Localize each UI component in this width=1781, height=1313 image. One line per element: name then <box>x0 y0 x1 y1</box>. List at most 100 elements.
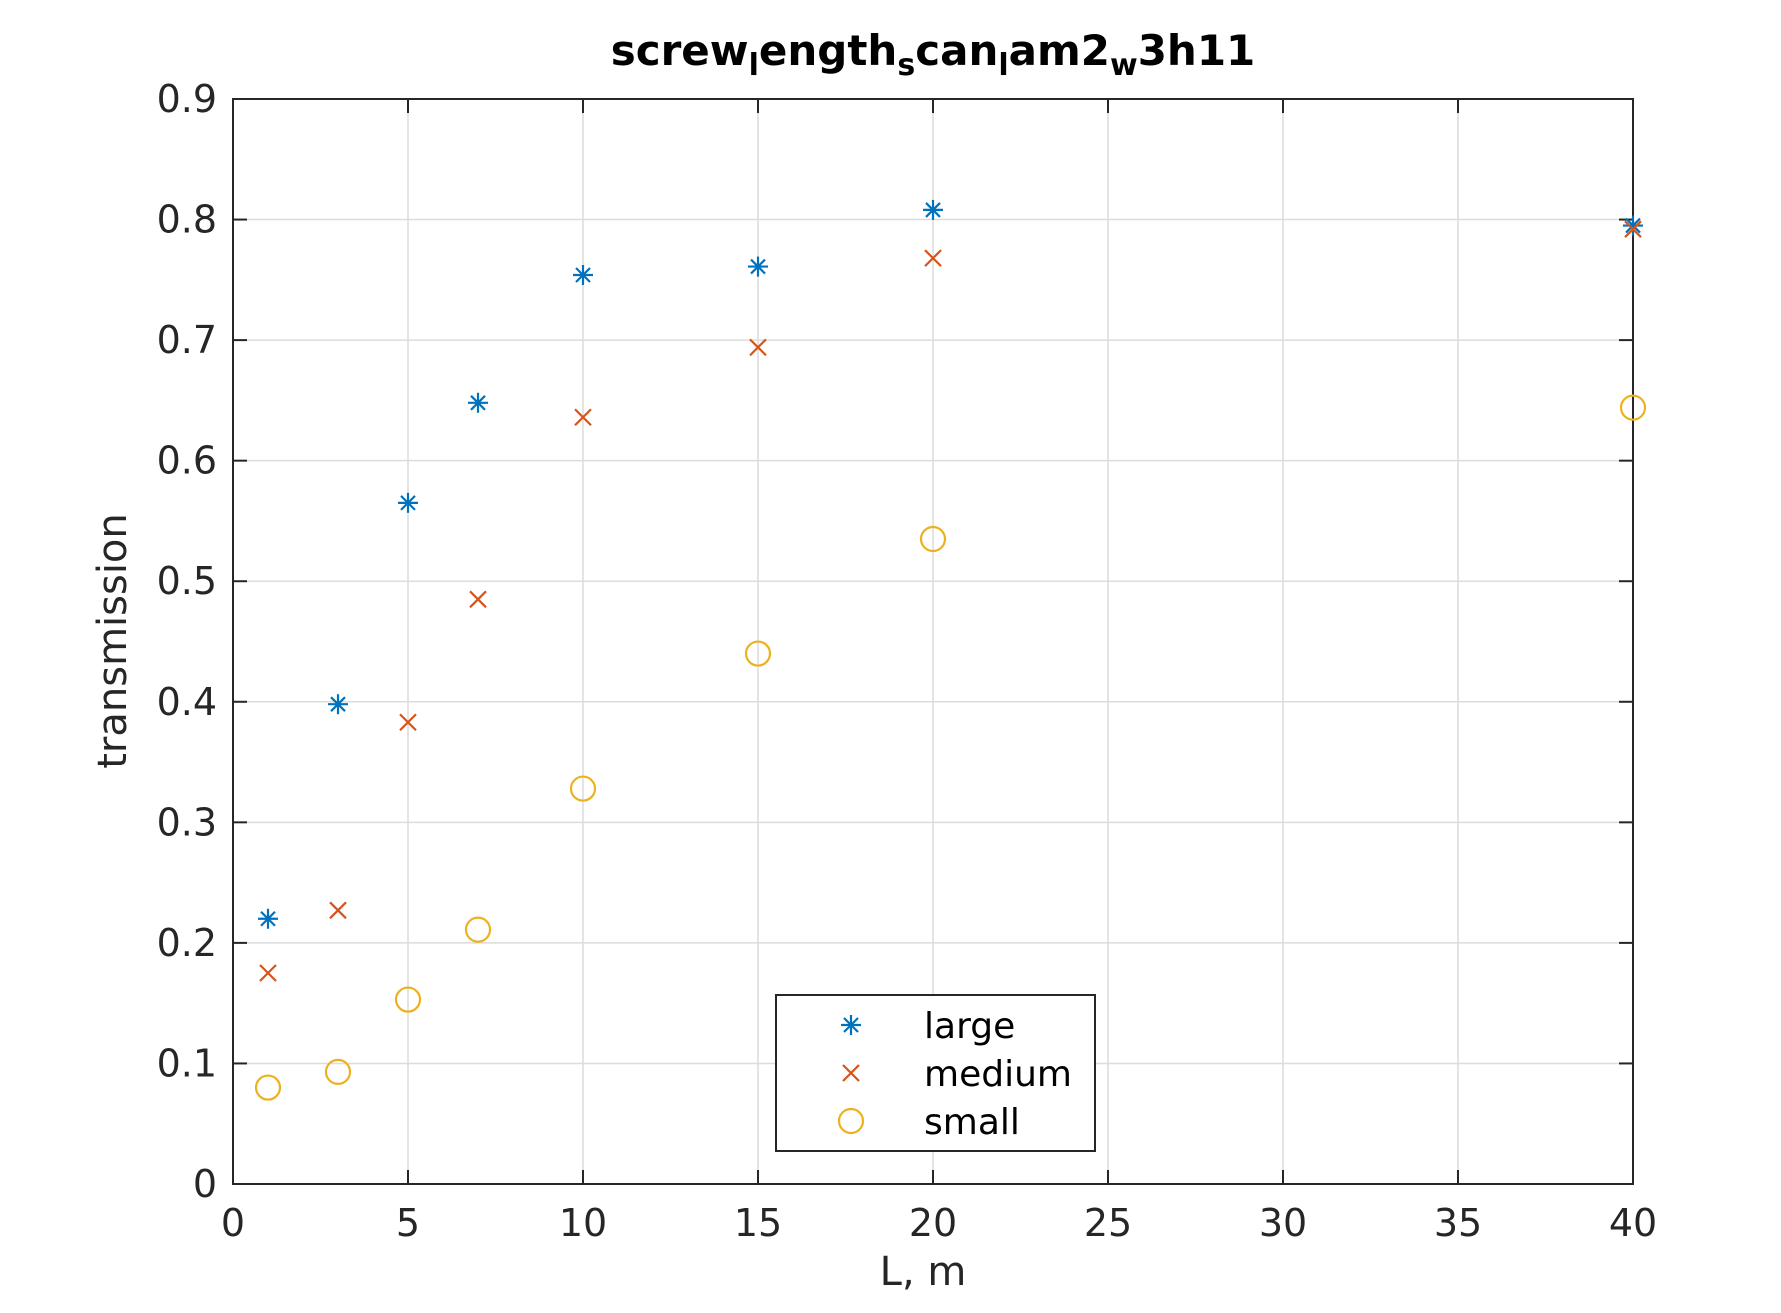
circle-outline <box>569 775 597 802</box>
series-medium <box>259 220 1642 982</box>
series-large <box>258 199 1643 929</box>
y-tick-label: 0.5 <box>157 559 217 603</box>
data-point-medium <box>469 590 487 609</box>
x-tick-label: 30 <box>1259 1201 1307 1245</box>
title-text: can <box>915 26 998 75</box>
legend-entry-small: small <box>837 1102 1020 1143</box>
legend-marker-medium <box>842 1064 860 1082</box>
data-point-small <box>254 1074 282 1101</box>
data-point-medium <box>399 713 417 732</box>
data-point-medium <box>749 338 767 357</box>
data-point-small <box>569 775 597 802</box>
legend-box <box>775 994 1096 1152</box>
data-point-large <box>1623 215 1643 236</box>
circle-outline <box>919 525 947 553</box>
x-axis-label: L, m <box>880 1249 967 1295</box>
data-point-medium <box>1624 220 1642 238</box>
chart-title: screwlengthscanlam2w3h11 <box>611 26 1256 83</box>
title-subscript: l <box>998 48 1008 83</box>
data-point-small <box>919 525 947 553</box>
data-point-large <box>398 492 418 513</box>
circle-outline <box>744 640 772 667</box>
data-point-small <box>464 916 492 943</box>
data-point-small <box>394 986 422 1013</box>
data-markers <box>254 199 1647 1101</box>
asterisk-stroke <box>1625 217 1641 234</box>
title-text: screw <box>611 26 749 75</box>
data-point-large <box>258 908 278 929</box>
title-text: 3h11 <box>1138 26 1256 75</box>
legend-entry-medium: medium <box>842 1054 1072 1095</box>
asterisk-stroke <box>260 910 276 927</box>
asterisk-stroke <box>470 395 486 411</box>
x-stroke <box>842 1064 860 1082</box>
x-stroke <box>574 408 592 427</box>
series-small <box>254 394 1647 1101</box>
x-tick-label: 0 <box>221 1201 245 1245</box>
asterisk-stroke <box>575 267 591 283</box>
x-stroke <box>329 901 347 920</box>
x-tick-labels: 0 5 10 15 20 25 30 35 40 <box>221 1201 1657 1245</box>
y-tick-label: 0.2 <box>157 921 217 965</box>
x-stroke <box>1624 220 1642 238</box>
data-point-medium <box>924 249 942 267</box>
plot-area-border <box>232 98 1634 1185</box>
title-subscript: w <box>1110 48 1138 83</box>
y-tick-label: 0.3 <box>157 800 217 844</box>
y-tick-label: 0.1 <box>157 1041 217 1085</box>
y-tick-label: 0.8 <box>157 198 217 242</box>
circle-outline <box>464 916 492 943</box>
y-tick-label: 0 <box>193 1162 217 1206</box>
y-tick-label: 0.6 <box>157 439 217 483</box>
data-point-medium <box>329 901 347 920</box>
legend-label-small: small <box>924 1102 1020 1143</box>
x-stroke <box>399 713 417 732</box>
x-tick-label: 5 <box>396 1201 420 1245</box>
x-tick-label: 25 <box>1084 1201 1132 1245</box>
data-point-large <box>748 256 768 277</box>
title-subscript: s <box>897 48 915 83</box>
asterisk-stroke <box>925 202 941 218</box>
data-point-medium <box>259 964 277 982</box>
legend-label-large: large <box>924 1006 1015 1047</box>
data-point-medium <box>574 408 592 427</box>
circle-outline <box>324 1058 352 1085</box>
data-point-small <box>324 1058 352 1085</box>
y-tick-label: 0.9 <box>157 77 217 121</box>
x-tick-label: 40 <box>1609 1201 1657 1245</box>
legend-marker-large <box>841 1015 861 1035</box>
y-tick-labels: 0 0.1 0.2 0.3 0.4 0.5 0.6 0.7 0.8 0.9 <box>157 77 217 1206</box>
asterisk-stroke <box>843 1017 859 1033</box>
legend-entry-large: large <box>841 1006 1015 1047</box>
circle-outline <box>394 986 422 1013</box>
x-stroke <box>924 249 942 267</box>
asterisk-stroke <box>330 696 346 712</box>
asterisk-stroke <box>750 258 766 275</box>
data-point-large <box>573 265 593 286</box>
legend-label-medium: medium <box>924 1054 1072 1095</box>
x-stroke <box>749 338 767 357</box>
title-text: am2 <box>1009 26 1110 75</box>
circle-outline <box>837 1107 865 1135</box>
data-point-large <box>468 392 488 413</box>
data-point-large <box>923 199 943 220</box>
circle-outline <box>254 1074 282 1101</box>
x-tick-label: 10 <box>559 1201 607 1245</box>
y-tick-label: 0.7 <box>157 318 217 362</box>
data-point-small <box>744 640 772 667</box>
x-tick-label: 15 <box>734 1201 782 1245</box>
legend-entries: large medium small <box>837 1006 1072 1143</box>
data-point-large <box>328 694 348 715</box>
y-axis-label: transmission <box>90 513 136 769</box>
title-text: ength <box>759 26 897 75</box>
y-tick-label: 0.4 <box>157 680 217 724</box>
x-stroke <box>469 590 487 609</box>
legend-marker-small <box>837 1107 865 1135</box>
x-stroke <box>259 964 277 982</box>
title-subscript: l <box>749 48 759 83</box>
x-tick-label: 20 <box>909 1201 957 1245</box>
data-point-small <box>1619 394 1647 421</box>
asterisk-stroke <box>400 495 416 511</box>
x-tick-label: 35 <box>1434 1201 1482 1245</box>
